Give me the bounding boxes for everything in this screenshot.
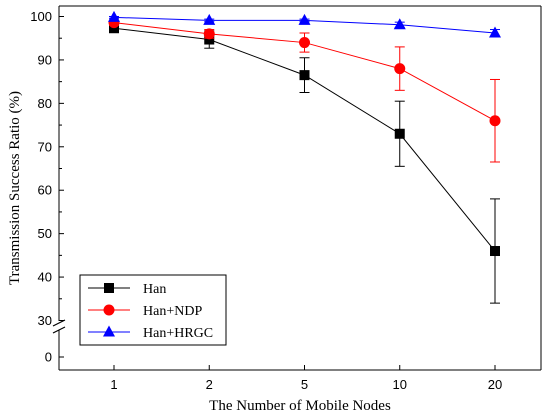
x-tick-label: 10 <box>393 377 407 392</box>
data-point <box>394 128 405 139</box>
data-point <box>489 26 501 38</box>
legend-marker <box>104 283 114 293</box>
data-point <box>489 115 501 127</box>
data-point <box>299 37 310 49</box>
y-tick-label: 70 <box>38 139 52 154</box>
y-tick-label: 50 <box>38 226 52 241</box>
axis-ticks: 0 30 40 50 60 70 80 90 100 1 2 5 10 20 <box>30 9 502 392</box>
data-point <box>299 70 310 81</box>
data-point <box>109 23 119 34</box>
axis-break-mark <box>52 326 66 334</box>
series-layer <box>108 10 501 304</box>
data-point <box>298 13 311 25</box>
series-han-hrgc <box>108 10 501 38</box>
x-axis-title: The Number of Mobile Nodes <box>209 398 391 414</box>
x-tick-label: 1 <box>110 377 117 392</box>
x-tick-label: 20 <box>488 377 502 392</box>
y-tick-label: 60 <box>38 183 52 198</box>
y-tick-label: 100 <box>30 9 52 24</box>
legend-label: Han+NDP <box>143 304 202 319</box>
x-tick-label: 2 <box>206 377 213 392</box>
legend-item: Han+HRGC <box>88 325 213 341</box>
data-point <box>108 10 120 22</box>
legend-marker <box>103 304 115 316</box>
legend-item: Han+NDP <box>88 304 202 319</box>
y-tick-label: 0 <box>45 350 52 365</box>
legend-label: Han+HRGC <box>143 326 213 341</box>
data-point <box>204 34 215 45</box>
y-tick-label: 80 <box>38 96 52 111</box>
legend: Han Han+NDP Han+HRGC <box>79 274 227 346</box>
data-point <box>393 18 406 30</box>
legend-label: Han <box>143 282 166 297</box>
legend-marker <box>103 325 115 337</box>
y-axis-title: Transmission Success Ratio (%) <box>7 91 23 285</box>
y-tick-label: 30 <box>38 313 52 328</box>
x-tick-label: 5 <box>301 377 308 392</box>
y-tick-label: 40 <box>38 270 52 285</box>
data-point <box>203 28 215 40</box>
data-point <box>203 13 216 25</box>
plot-frame <box>52 5 542 371</box>
data-point <box>490 246 500 257</box>
y-tick-label: 90 <box>38 52 52 67</box>
series-han <box>109 23 500 304</box>
legend-item: Han <box>88 282 166 297</box>
data-point <box>394 63 406 75</box>
